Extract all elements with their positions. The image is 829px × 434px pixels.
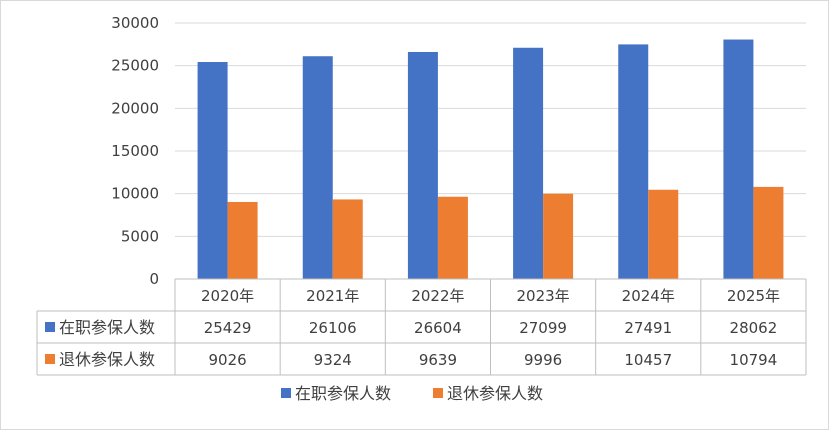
bar: [197, 62, 228, 280]
legend: 在职参保人数 退休参保人数: [281, 384, 543, 403]
bar: [753, 186, 784, 279]
bar: [513, 47, 544, 279]
data-label: 9639: [419, 351, 457, 369]
data-label: 9996: [524, 351, 562, 369]
y-tick-label: 15000: [111, 142, 159, 160]
data-label: 26604: [414, 319, 462, 337]
legend-label: 退休参保人数: [447, 384, 543, 403]
y-axis: 0 5000 10000 15000 20000 25000 30000: [111, 14, 159, 288]
gridlines: [175, 22, 806, 237]
category-label: 2025年: [727, 287, 780, 305]
y-tick-label: 25000: [111, 57, 159, 75]
category-label: 2022年: [411, 287, 464, 305]
category-label: 2024年: [622, 287, 675, 305]
y-tick-label: 30000: [111, 14, 159, 32]
data-label: 10794: [730, 351, 778, 369]
category-label: 2023年: [516, 287, 569, 305]
category-label: 2021年: [306, 287, 359, 305]
series-key-swatch: [45, 322, 55, 332]
legend-swatch: [433, 388, 443, 398]
bar: [227, 201, 258, 279]
y-tick-label: 5000: [121, 227, 159, 245]
data-label: 28062: [730, 319, 778, 337]
legend-swatch: [281, 388, 291, 398]
category-label: 2020年: [201, 287, 254, 305]
y-tick-label: 0: [149, 270, 159, 288]
bar: [723, 39, 754, 280]
data-label: 10457: [624, 351, 672, 369]
data-label: 26106: [309, 319, 357, 337]
bar: [648, 189, 679, 279]
bar: [437, 196, 468, 279]
bar: [332, 199, 363, 279]
data-label: 27099: [519, 319, 567, 337]
series-key-swatch: [45, 354, 55, 364]
series-row-label: 在职参保人数: [59, 318, 155, 337]
bar: [302, 56, 333, 279]
bar: [543, 193, 574, 279]
y-tick-label: 20000: [111, 99, 159, 117]
bar: [618, 44, 649, 280]
y-tick-label: 10000: [111, 185, 159, 203]
data-label: 9324: [314, 351, 352, 369]
series-row-label: 退休参保人数: [59, 350, 155, 369]
bar: [407, 51, 438, 279]
bars: [197, 39, 784, 280]
data-label: 25429: [204, 319, 252, 337]
legend-label: 在职参保人数: [295, 384, 391, 403]
data-label: 27491: [624, 319, 672, 337]
data-label: 9026: [208, 351, 246, 369]
